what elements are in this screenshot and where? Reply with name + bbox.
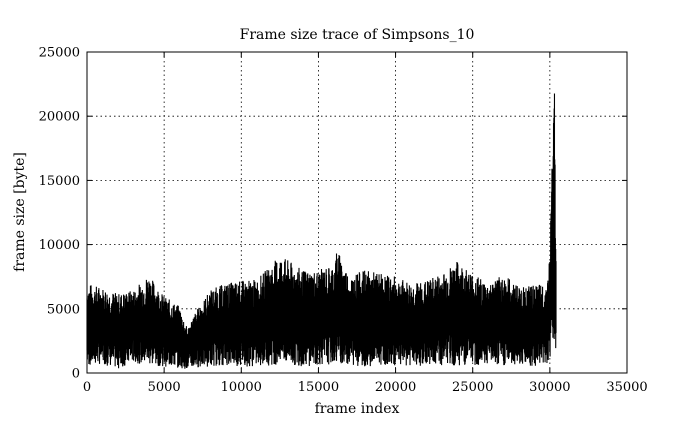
chart-title: Frame size trace of Simpsons_10 <box>240 27 475 43</box>
y-axis-label: frame size [byte] <box>12 152 28 272</box>
x-axis-label: frame index <box>315 401 400 417</box>
x-tick-label: 20000 <box>375 380 416 395</box>
plot-area-frame <box>86 51 628 374</box>
y-tick-label: 20000 <box>39 110 80 125</box>
series-frame-size <box>86 93 557 369</box>
x-axis-ticks: 0 5000 10000 15000 20000 25000 30000 35000 <box>83 52 648 395</box>
x-tick-label: 0 <box>83 380 91 395</box>
y-axis-ticks: 0 5000 10000 15000 20000 25000 <box>39 46 627 382</box>
y-tick-label: 0 <box>72 367 80 382</box>
series-line <box>86 93 557 369</box>
x-tick-label: 10000 <box>221 380 262 395</box>
x-tick-label: 35000 <box>606 380 647 395</box>
y-tick-label: 15000 <box>39 174 80 189</box>
x-tick-label: 15000 <box>298 380 339 395</box>
x-tick-label: 25000 <box>452 380 493 395</box>
y-tick-label: 25000 <box>39 46 80 61</box>
x-tick-label: 30000 <box>529 380 570 395</box>
y-tick-label: 10000 <box>39 238 80 253</box>
x-tick-label: 5000 <box>148 380 181 395</box>
y-tick-label: 5000 <box>47 302 80 317</box>
